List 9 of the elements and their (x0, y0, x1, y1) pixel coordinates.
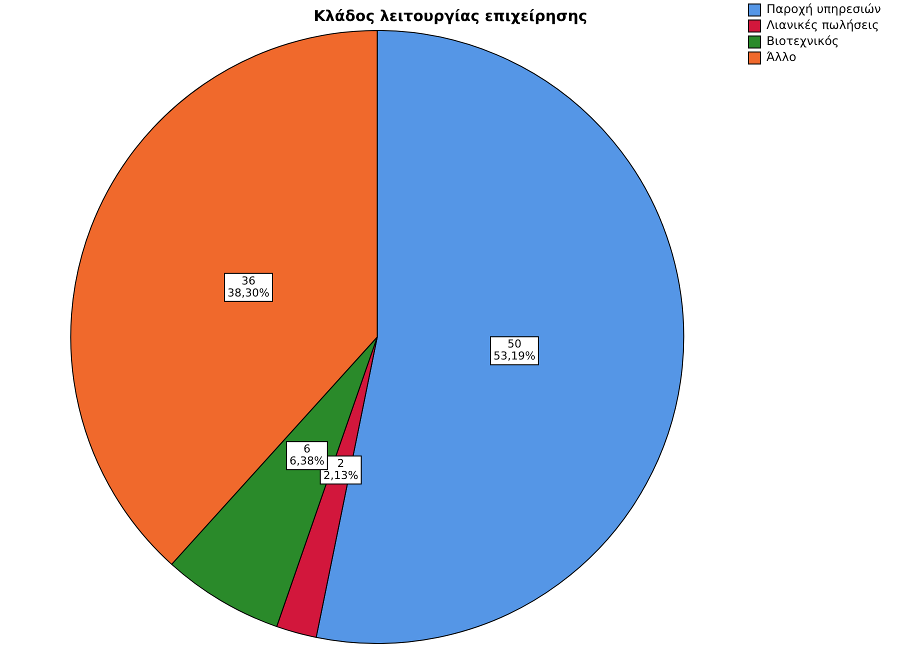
data-label: 36 38,30% (228, 274, 270, 300)
legend-label: Άλλο (766, 50, 796, 64)
data-label: 2 2,13% (323, 456, 358, 482)
legend-label: Λιανικές πωλήσεις (766, 18, 880, 32)
data-label: 50 53,19% (493, 338, 536, 363)
data-label: 6 6,38% (289, 442, 324, 468)
chart-title: Κλάδος λειτουργίας επιχείρησης (314, 6, 588, 25)
legend-label: Παροχή υπηρεσιών (766, 2, 882, 16)
legend-label: Βιοτεχνικός (766, 34, 839, 48)
